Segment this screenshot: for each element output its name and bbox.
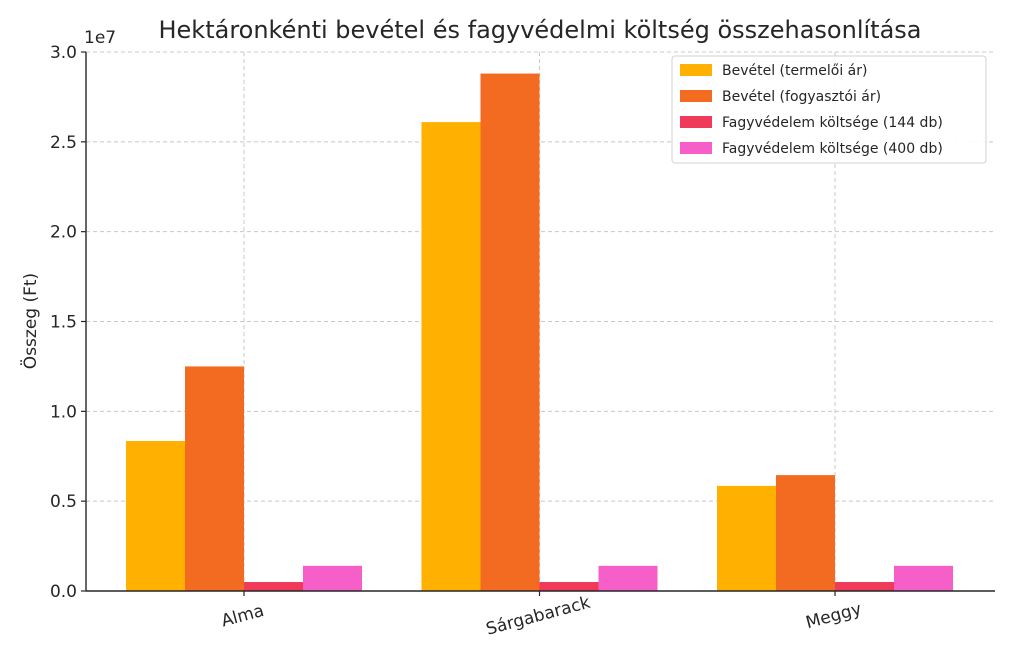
y-tick-label: 3.0 [50, 43, 77, 63]
legend-swatch [680, 116, 712, 128]
x-tick-label: Meggy [804, 599, 864, 633]
axes [81, 51, 995, 596]
legend-swatch [680, 90, 712, 102]
legend: Bevétel (termelői ár) Bevétel (fogyasztói… [671, 55, 987, 164]
bar [776, 475, 835, 591]
bars [126, 73, 953, 591]
bar [480, 73, 540, 591]
y-axis-label: Összeg (Ft) [19, 273, 41, 369]
bar [126, 440, 185, 591]
x-tick-label: Sárgabarack [484, 593, 593, 640]
bar [894, 565, 953, 591]
legend-box [671, 55, 987, 164]
chart-title: Hektáronkénti bevétel és fagyvédelmi köl… [158, 16, 921, 44]
legend-entry: Bevétel (termelői ár) [722, 63, 867, 79]
x-tick-labels: Alma Sárgabarack Meggy [219, 593, 864, 640]
legend-entry: Fagyvédelem költsége (400 db) [722, 141, 943, 157]
bar [539, 582, 599, 591]
bar [421, 122, 481, 591]
legend-swatch [680, 64, 712, 76]
bar [598, 565, 658, 591]
bar [244, 582, 303, 591]
y-tick-label: 2.5 [50, 133, 77, 153]
y-tick-labels: 0.0 0.5 1.0 1.5 2.0 2.5 3.0 [50, 43, 77, 602]
y-axis-offset-label: 1e7 [84, 28, 116, 48]
legend-swatch [680, 142, 712, 154]
y-tick-label: 0.0 [50, 582, 77, 602]
bar [185, 366, 244, 591]
y-tick-label: 1.0 [50, 402, 77, 422]
y-tick-label: 0.5 [50, 492, 77, 512]
bar [835, 582, 894, 591]
legend-entry: Fagyvédelem költsége (144 db) [722, 115, 943, 131]
legend-entry: Bevétel (fogyasztói ár) [722, 89, 881, 105]
y-tick-label: 1.5 [50, 313, 77, 333]
bar [717, 485, 776, 591]
y-tick-label: 2.0 [50, 223, 77, 243]
x-tick-label: Alma [219, 601, 266, 632]
bar [303, 565, 362, 591]
